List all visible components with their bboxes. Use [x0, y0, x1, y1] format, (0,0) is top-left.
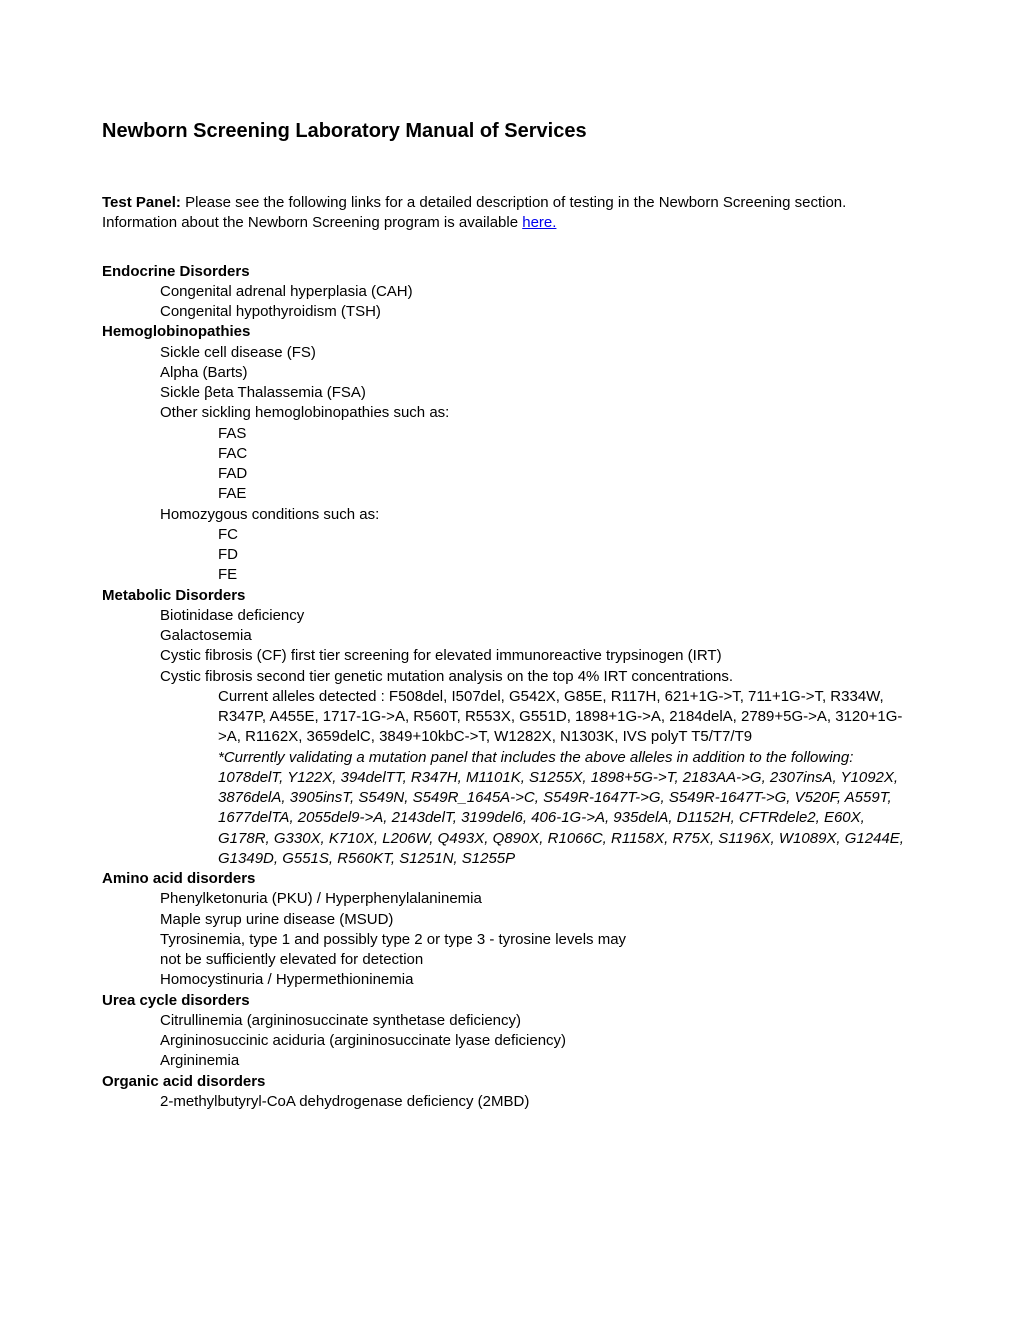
list-item: Argininemia	[102, 1051, 920, 1071]
page-title: Newborn Screening Laboratory Manual of S…	[102, 118, 920, 145]
list-item: Alpha (Barts)	[102, 363, 920, 383]
list-item: Congenital adrenal hyperplasia (CAH)	[102, 282, 920, 302]
section-head-hemoglobinopathies: Hemoglobinopathies	[102, 322, 920, 342]
list-item: Galactosemia	[102, 626, 920, 646]
list-item: Homozygous conditions such as:	[102, 505, 920, 525]
list-item: FAD	[102, 464, 920, 484]
intro-label: Test Panel:	[102, 194, 181, 211]
list-item: not be sufficiently elevated for detecti…	[102, 950, 920, 970]
list-item: FAS	[102, 424, 920, 444]
list-item: FAE	[102, 484, 920, 504]
section-head-endocrine: Endocrine Disorders	[102, 262, 920, 282]
list-item: Cystic fibrosis second tier genetic muta…	[102, 667, 920, 687]
list-item: *Currently validating a mutation panel t…	[102, 748, 920, 870]
list-item: Other sickling hemoglobinopathies such a…	[102, 403, 920, 423]
list-item: Citrullinemia (argininosuccinate synthet…	[102, 1011, 920, 1031]
list-item: Current alleles detected : F508del, I507…	[102, 687, 920, 748]
list-item: Maple syrup urine disease (MSUD)	[102, 910, 920, 930]
list-item: Biotinidase deficiency	[102, 606, 920, 626]
list-item: FC	[102, 525, 920, 545]
here-link[interactable]: here.	[522, 214, 556, 231]
list-item: FE	[102, 565, 920, 585]
list-item: Cystic fibrosis (CF) first tier screenin…	[102, 646, 920, 666]
intro-text: Please see the following links for a det…	[102, 194, 846, 231]
list-item: Homocystinuria / Hypermethioninemia	[102, 970, 920, 990]
list-item: FAC	[102, 444, 920, 464]
list-item: Sickle cell disease (FS)	[102, 343, 920, 363]
content: Endocrine Disorders Congenital adrenal h…	[102, 262, 920, 1113]
list-item: FD	[102, 545, 920, 565]
section-head-metabolic: Metabolic Disorders	[102, 586, 920, 606]
list-item: 2-methylbutyryl-CoA dehydrogenase defici…	[102, 1092, 920, 1112]
list-item: Phenylketonuria (PKU) / Hyperphenylalani…	[102, 889, 920, 909]
section-head-organic: Organic acid disorders	[102, 1072, 920, 1092]
intro-paragraph: Test Panel: Please see the following lin…	[102, 193, 920, 234]
list-item: Argininosuccinic aciduria (argininosucci…	[102, 1031, 920, 1051]
list-item: Tyrosinemia, type 1 and possibly type 2 …	[102, 930, 920, 950]
list-item: Congenital hypothyroidism (TSH)	[102, 302, 920, 322]
section-head-urea: Urea cycle disorders	[102, 991, 920, 1011]
list-item: Sickle βeta Thalassemia (FSA)	[102, 383, 920, 403]
section-head-amino: Amino acid disorders	[102, 869, 920, 889]
